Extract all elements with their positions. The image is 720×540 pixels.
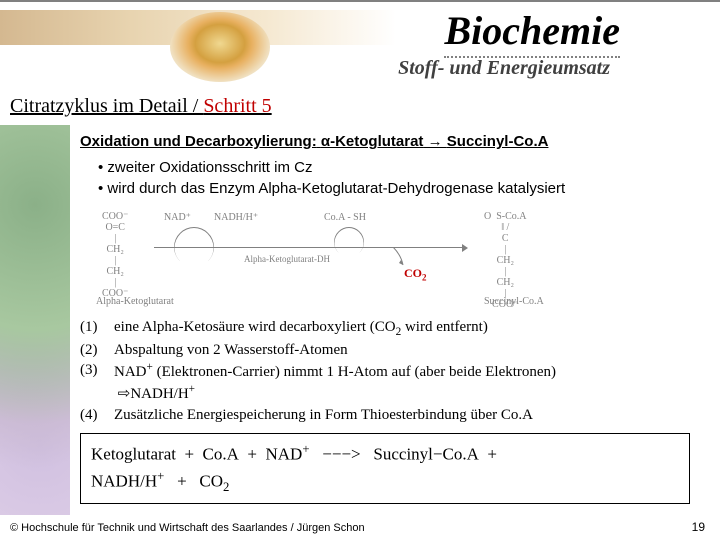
course-title: Biochemie <box>444 7 620 58</box>
left-decorative-image <box>0 125 70 515</box>
bullet-item: zweiter Oxidationsschritt im Cz <box>98 158 710 178</box>
equation-line1: Ketoglutarat + Co.A + NAD+ −−−> Succinyl… <box>91 440 679 467</box>
item-num: (4) <box>80 405 114 425</box>
reaction-diagram: COO⁻ O=C | CH₂ | CH₂ | COO⁻ O S-Co.A ‖ /… <box>94 207 554 307</box>
subtitle-arrow: → <box>423 133 446 150</box>
list-item: (2) Abspaltung von 2 Wasserstoff-Atomen <box>80 340 710 360</box>
bullet-list: zweiter Oxidationsschritt im Cz wird dur… <box>98 158 710 199</box>
item-text: NAD+ (Elektronen-Carrier) nimmt 1 H-Atom… <box>114 360 710 405</box>
header: Biochemie Stoff- und Energieumsatz <box>0 0 720 90</box>
subtitle-to: Succinyl-Co.A <box>447 133 549 150</box>
numbered-list: (1) eine Alpha-Ketosäure wird decarboxyl… <box>80 317 710 425</box>
nad-in-label: NAD⁺ <box>164 211 191 225</box>
item-text: Zusätzliche Energiespeicherung in Form T… <box>114 405 710 425</box>
curve-nad <box>166 218 223 275</box>
main-content: Oxidation und Decarboxylierung: α-Ketogl… <box>80 132 710 504</box>
section-prefix: Citratzyklus im Detail / <box>10 95 203 117</box>
reaction-subtitle: Oxidation und Decarboxylierung: α-Ketogl… <box>80 132 710 152</box>
section-title: Citratzyklus im Detail / Schritt 5 <box>10 95 272 118</box>
coa-in-label: Co.A - SH <box>324 211 366 225</box>
item-num: (2) <box>80 340 114 360</box>
molecule-left-name: Alpha-Ketoglutarat <box>96 295 174 309</box>
course-subtitle: Stoff- und Energieumsatz <box>398 57 610 80</box>
molecule-right-name: Succinyl-Co.A <box>484 295 544 309</box>
equation-box: Ketoglutarat + Co.A + NAD+ −−−> Succinyl… <box>80 433 690 504</box>
cell-illustration <box>170 12 270 82</box>
subtitle-from: α-Ketoglutarat <box>321 133 424 150</box>
curve-coa <box>328 221 370 263</box>
step-number: Schritt 5 <box>203 95 271 117</box>
list-item: (1) eine Alpha-Ketosäure wird decarboxyl… <box>80 317 710 340</box>
bullet-item: wird durch das Enzym Alpha-Ketoglutarat-… <box>98 179 710 199</box>
item-text: eine Alpha-Ketosäure wird decarboxyliert… <box>114 317 710 340</box>
item-text: Abspaltung von 2 Wasserstoff-Atomen <box>114 340 710 360</box>
subtitle-label: Oxidation und Decarboxylierung: <box>80 133 317 150</box>
equation-line2: NADH/H+ + CO2 <box>91 467 679 497</box>
footer-copyright: © Hochschule für Technik und Wirtschaft … <box>10 522 365 534</box>
page-number: 19 <box>692 520 705 534</box>
nad-out-label: NADH/H⁺ <box>214 211 258 225</box>
molecule-left: COO⁻ O=C | CH₂ | CH₂ | COO⁻ <box>102 211 128 299</box>
co2-arrow-icon <box>389 247 409 269</box>
enzyme-label: Alpha-Ketoglutarat-DH <box>244 253 330 265</box>
list-item: (4) Zusätzliche Energiespeicherung in Fo… <box>80 405 710 425</box>
item-num: (1) <box>80 317 114 340</box>
item-num: (3) <box>80 360 114 405</box>
list-item: (3) NAD+ (Elektronen-Carrier) nimmt 1 H-… <box>80 360 710 405</box>
